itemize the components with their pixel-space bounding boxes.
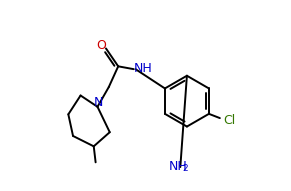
Text: NH: NH xyxy=(168,160,187,173)
Text: 2: 2 xyxy=(182,164,188,173)
Text: NH: NH xyxy=(133,62,152,75)
Text: O: O xyxy=(97,39,107,52)
Text: N: N xyxy=(93,96,103,109)
Text: Cl: Cl xyxy=(223,114,235,127)
